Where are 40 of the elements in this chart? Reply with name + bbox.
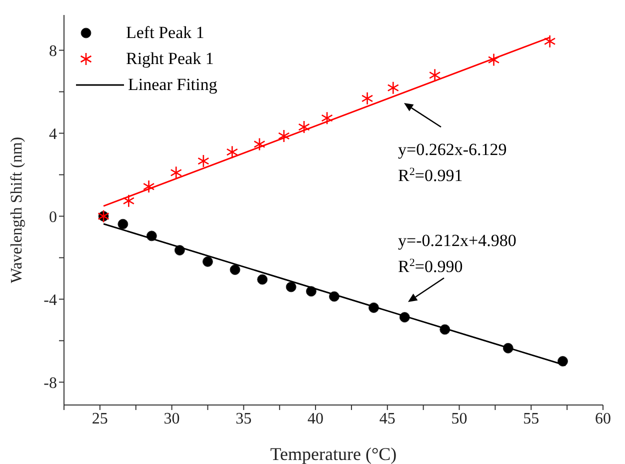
x-tick-label: 55	[523, 410, 540, 428]
legend-label: Right Peak 1	[126, 49, 214, 69]
point	[286, 282, 296, 292]
y-tick-label: 0	[49, 208, 57, 226]
point	[170, 166, 182, 180]
point	[488, 53, 500, 66]
y-tick-label: -8	[44, 374, 57, 392]
point	[544, 34, 556, 48]
y-tick-label: 4	[49, 126, 57, 143]
point	[202, 256, 213, 267]
x-axis-title: Temperature (°C)	[270, 444, 397, 464]
x-tick-label: 35	[236, 410, 252, 428]
point	[387, 81, 399, 94]
point	[122, 194, 135, 208]
x-tick-label: 60	[595, 410, 611, 428]
x-tick-label: 45	[379, 410, 396, 428]
point	[118, 218, 128, 230]
x-tick-label: 25	[92, 410, 108, 428]
point	[142, 180, 155, 194]
y-axis-title: Wavelength Shift (nm)	[8, 136, 26, 284]
point	[198, 154, 210, 168]
point	[361, 92, 374, 106]
y-tick-label: 8	[49, 42, 57, 60]
point	[257, 274, 268, 285]
legend-label: Linear Fiting	[128, 75, 218, 95]
point	[306, 286, 316, 297]
point	[321, 111, 333, 125]
point	[298, 120, 310, 134]
legend-label: Left Peak 1	[126, 23, 204, 43]
x-tick-label: 40	[308, 410, 324, 428]
point	[278, 129, 290, 143]
point	[230, 264, 240, 275]
annotation: y=0.262x-6.129 R$^{2}$=0.991	[398, 140, 507, 185]
x-tick-label: 30	[164, 410, 180, 428]
x-tick-label: 50	[451, 410, 468, 428]
annotation: y=-0.212x+4.980 R$^{2}$=0.990	[398, 231, 516, 276]
point	[254, 138, 266, 151]
point	[428, 68, 441, 82]
y-tick-label: -4	[44, 292, 57, 309]
point	[226, 145, 238, 159]
